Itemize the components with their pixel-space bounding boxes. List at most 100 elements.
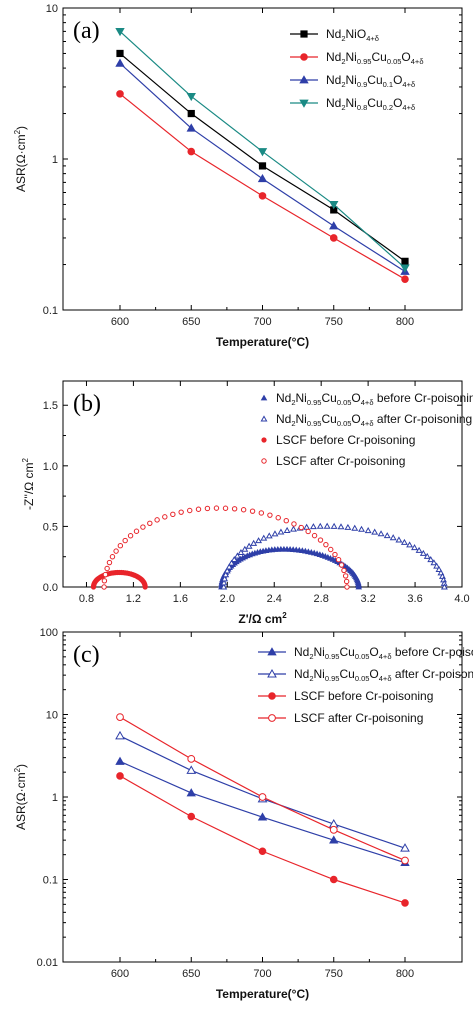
y-tick-label: 1 xyxy=(52,154,58,166)
y-tick-label: 10 xyxy=(46,3,58,15)
data-point xyxy=(258,793,267,801)
data-point xyxy=(187,147,196,156)
x-tick-label: 800 xyxy=(396,316,414,328)
data-point xyxy=(323,522,331,529)
data-point xyxy=(116,49,124,58)
data-point xyxy=(267,512,273,518)
data-point xyxy=(117,543,124,549)
series-line xyxy=(119,735,406,849)
legend-label: Nd2Ni0.95Cu0.05O4+δ after Cr-poisoning xyxy=(294,667,473,683)
series-line xyxy=(119,93,406,280)
data-point xyxy=(213,505,220,511)
y-tick-label: 100 xyxy=(40,627,58,639)
data-point xyxy=(104,565,110,572)
series-nd2ni0-9cu0-1o4 xyxy=(115,58,410,275)
data-point xyxy=(358,525,365,532)
data-point xyxy=(237,548,245,556)
legend-label: Nd2Ni0.95Cu0.05O4+δ before Cr-poisoning xyxy=(294,645,473,661)
legend-label: Nd2NiO4+δ xyxy=(326,27,379,43)
data-point xyxy=(338,562,345,568)
y-tick-label: 0.1 xyxy=(43,305,58,317)
y-tick-label: 0.1 xyxy=(43,875,58,887)
series-lscf-after-cr-poisoning xyxy=(101,505,350,590)
data-point xyxy=(298,524,304,531)
data-point xyxy=(241,545,249,552)
legend-entry-nd2ni0-95cu0-05o4-before-cr-poisoning: Nd2Ni0.95Cu0.05O4+δ before Cr-poisoning xyxy=(258,645,473,661)
data-point xyxy=(115,756,125,765)
data-point xyxy=(225,563,233,570)
legend-marker xyxy=(299,75,309,84)
data-point xyxy=(335,557,342,563)
legend-marker xyxy=(267,647,277,656)
data-point xyxy=(113,548,119,554)
y-axis-label: -Z''/Ω cm2 xyxy=(21,457,36,510)
legend-marker xyxy=(268,692,276,700)
data-point xyxy=(401,275,409,283)
data-point xyxy=(271,530,279,537)
data-point xyxy=(106,559,113,566)
legend-entry-nd2ni0-8cu0-2o4: Nd2Ni0.8Cu0.2O4+δ xyxy=(290,96,415,112)
data-point xyxy=(204,505,211,512)
legend-label: LSCF after Cr-poisoning xyxy=(276,454,405,468)
data-point xyxy=(186,788,196,797)
data-point xyxy=(122,537,128,544)
data-point xyxy=(116,90,124,98)
data-point xyxy=(329,825,338,834)
data-point xyxy=(258,510,265,516)
data-point xyxy=(233,552,241,559)
legend-label: Nd2Ni0.8Cu0.2O4+δ xyxy=(326,96,415,112)
panel-label: (a) xyxy=(73,18,100,44)
data-point xyxy=(415,546,423,553)
legend-entry-lscf-after-cr-poisoning: LSCF after Cr-poisoning xyxy=(261,454,405,468)
data-point xyxy=(186,765,197,774)
x-tick-label: 800 xyxy=(396,968,414,980)
legend-label: Nd2Ni0.95Cu0.05O4+δ xyxy=(326,50,424,66)
data-point xyxy=(343,578,350,585)
data-point xyxy=(329,835,339,844)
legend-marker xyxy=(299,99,309,108)
x-tick-label: 700 xyxy=(253,968,271,980)
x-axis-label: Temperature(°C) xyxy=(216,335,309,349)
data-point xyxy=(401,856,409,865)
panel-a-chart: 600 650 700 750 800 0.1 1 10 (a) ASR(Ω·cm2) Temper… xyxy=(13,3,463,349)
data-point xyxy=(371,528,379,535)
legend-entry-nd2ni0-95cu0-05o4: Nd2Ni0.95Cu0.05O4+δ xyxy=(290,50,424,66)
data-point xyxy=(109,554,116,560)
data-point xyxy=(427,556,435,563)
data-point xyxy=(383,532,391,539)
data-point xyxy=(329,234,338,242)
legend-entry-nd2ni0-95cu0-05o4-after-cr-poisoning: Nd2Ni0.95Cu0.05O4+δ after Cr-poisoning xyxy=(258,667,473,683)
data-point xyxy=(245,542,253,549)
data-point xyxy=(400,538,408,545)
data-point xyxy=(395,536,403,543)
y-tick-label: 1 xyxy=(52,792,58,804)
data-point xyxy=(311,532,318,539)
panel-label: (b) xyxy=(73,391,101,417)
legend-entry-nd2ni0-95cu0-05o4-after-cr-poisoning: Nd2Ni0.95Cu0.05O4+δ after Cr-poisoning xyxy=(260,412,472,428)
data-point xyxy=(265,532,273,539)
data-point xyxy=(377,530,385,537)
x-tick-label: 3.2 xyxy=(360,593,375,605)
legend-label: LSCF after Cr-poisoning xyxy=(294,711,423,725)
data-point xyxy=(127,533,134,539)
data-point xyxy=(116,772,124,780)
data-point xyxy=(433,562,441,569)
x-axis-label: Temperature(°C) xyxy=(216,987,309,1001)
data-point xyxy=(228,559,235,566)
x-tick-label: 650 xyxy=(182,316,200,328)
data-point xyxy=(258,847,267,856)
data-point xyxy=(329,201,339,210)
data-point xyxy=(162,514,168,520)
x-tick-label: 2.0 xyxy=(220,593,235,605)
legend-label: Nd2Ni0.95Cu0.05O4+δ before Cr-poisoning xyxy=(276,391,473,407)
legend-entry-lscf-before-cr-poisoning: LSCF before Cr-poisoning xyxy=(261,433,415,447)
data-point xyxy=(277,528,285,535)
y-tick-label: 1.0 xyxy=(43,461,58,473)
legend: Nd2NiO4+δ Nd2Ni0.95Cu0.05O4+δ Nd2Ni0.9Cu0.… xyxy=(290,27,424,112)
x-tick-label: 1.6 xyxy=(173,593,188,605)
data-point xyxy=(337,523,345,530)
data-point xyxy=(154,517,160,523)
series-lscf-before-cr-poisoning xyxy=(116,772,409,907)
series-nd2ni0-95cu0-05o4 xyxy=(116,90,409,283)
legend: Nd2Ni0.95Cu0.05O4+δ before Cr-poisoning N… xyxy=(258,645,473,725)
